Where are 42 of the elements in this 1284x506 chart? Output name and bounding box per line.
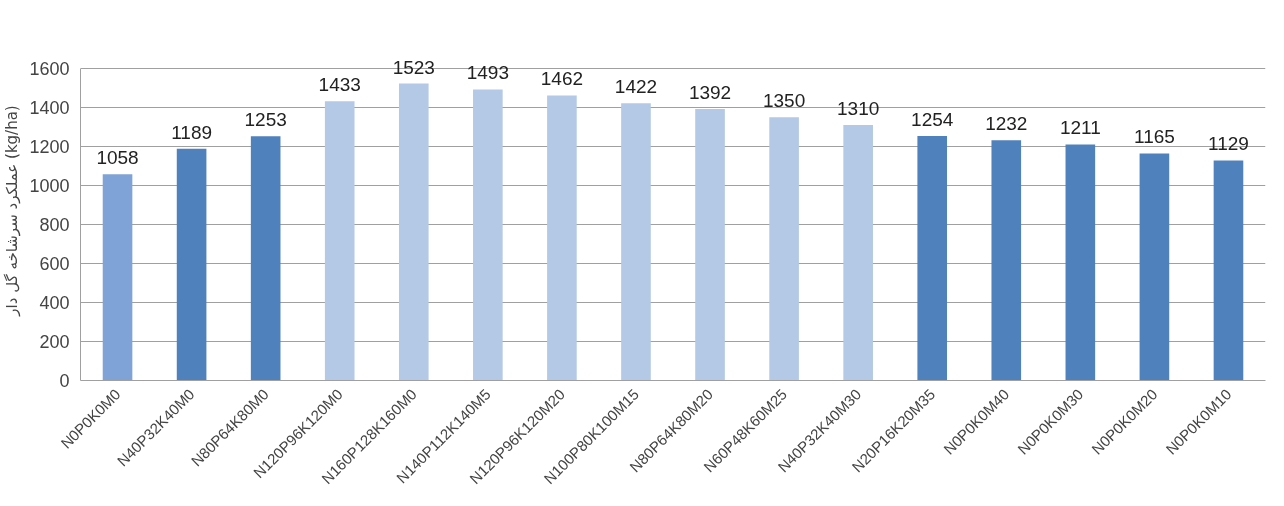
data-label: 1232 bbox=[985, 113, 1028, 135]
data-label: 1253 bbox=[244, 109, 287, 131]
y-tick-label: 800 bbox=[39, 215, 70, 236]
bar bbox=[769, 117, 799, 381]
data-label: 1211 bbox=[1059, 117, 1101, 139]
data-label: 1493 bbox=[466, 62, 509, 84]
data-label: 1433 bbox=[318, 74, 361, 96]
y-tick-label: 600 bbox=[39, 254, 70, 275]
bar bbox=[917, 136, 948, 381]
data-label: 1129 bbox=[1208, 133, 1249, 155]
data-label: 1392 bbox=[688, 82, 732, 104]
data-label: 1254 bbox=[911, 109, 954, 131]
bar bbox=[1213, 160, 1244, 381]
bar bbox=[547, 95, 577, 381]
bar bbox=[176, 148, 207, 381]
y-tick-label: 1000 bbox=[29, 176, 70, 197]
data-label: 1422 bbox=[614, 76, 658, 98]
data-label: 1523 bbox=[392, 56, 435, 78]
data-label: 1310 bbox=[837, 98, 880, 120]
bar bbox=[621, 103, 651, 381]
bar bbox=[473, 89, 503, 381]
bar bbox=[102, 174, 133, 381]
data-label: 1189 bbox=[171, 121, 213, 143]
y-tick-label: 400 bbox=[39, 293, 70, 314]
bar bbox=[398, 83, 429, 381]
y-axis-title: عملکرد سرشاخه گل دار (kg/ha) bbox=[3, 105, 22, 317]
y-tick-label: 0 bbox=[59, 371, 70, 391]
bar bbox=[991, 140, 1022, 381]
bar bbox=[843, 125, 873, 381]
y-tick-label: 1400 bbox=[29, 98, 70, 119]
bar bbox=[250, 136, 281, 381]
data-label: 1165 bbox=[1133, 126, 1175, 148]
bar bbox=[1139, 153, 1170, 381]
y-tick-label: 200 bbox=[39, 332, 70, 353]
bar bbox=[695, 109, 725, 381]
data-label: 1350 bbox=[762, 90, 806, 112]
bar bbox=[1065, 144, 1096, 381]
y-tick-label: 1600 bbox=[29, 59, 70, 80]
y-tick-label: 1200 bbox=[29, 137, 70, 158]
bar bbox=[324, 101, 355, 381]
data-label: 1058 bbox=[96, 147, 139, 169]
data-label: 1462 bbox=[540, 68, 584, 90]
